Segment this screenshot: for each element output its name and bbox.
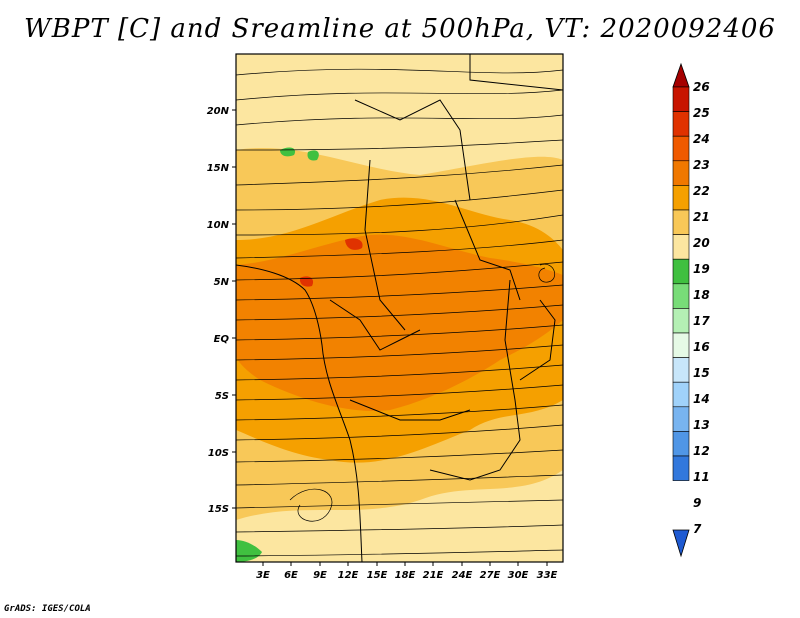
colorbar-label-26: 26 bbox=[693, 80, 710, 94]
colorbar-label-24: 24 bbox=[693, 132, 710, 146]
lon-axis: 3E 6E 9E 12E 15E 18E 21E 24E 27E 30E 33E bbox=[256, 562, 558, 581]
colorbar-segment bbox=[672, 406, 690, 432]
colorbar-label-17: 17 bbox=[693, 314, 710, 328]
boundaries bbox=[236, 54, 563, 562]
lon-label-9e: 9E bbox=[313, 570, 327, 581]
colorbar-segment bbox=[672, 283, 690, 309]
lat-label-5n: 5N bbox=[214, 277, 230, 288]
colorbar-label-18: 18 bbox=[693, 288, 710, 302]
colorbar-label-20: 20 bbox=[693, 236, 710, 250]
map-frame bbox=[235, 53, 564, 563]
map-panel bbox=[236, 54, 563, 562]
colorbar-label-9: 9 bbox=[693, 496, 701, 510]
colorbar-segment bbox=[672, 258, 690, 285]
lat-label-20n: 20N bbox=[207, 106, 230, 117]
colorbar-label-14: 14 bbox=[693, 392, 710, 406]
lon-label-6e: 6E bbox=[284, 570, 298, 581]
lon-label-3e: 3E bbox=[256, 570, 270, 581]
colorbar-label-7: 7 bbox=[693, 522, 702, 536]
wbpt-23-spot-2 bbox=[299, 276, 314, 287]
colorbar-segment bbox=[672, 135, 690, 162]
colorbar-segment bbox=[672, 381, 690, 408]
lat-axis: 20N 15N 10N 5N EQ 5S 10S 15S bbox=[207, 106, 236, 515]
colorbar-segment bbox=[672, 455, 690, 481]
colorbar-segment bbox=[672, 431, 690, 457]
lon-label-21e: 21E bbox=[423, 570, 444, 581]
colorbar-labels: 26 25 24 23 22 21 20 19 18 17 16 15 14 1… bbox=[693, 80, 710, 536]
colorbar-segment bbox=[672, 86, 690, 112]
colorbar-segment bbox=[672, 209, 690, 235]
lon-label-27e: 27E bbox=[480, 570, 501, 581]
wbpt-17-spot-2 bbox=[307, 150, 319, 161]
colorbar: 26 25 24 23 22 21 20 19 18 17 16 15 14 1… bbox=[672, 62, 710, 558]
streamlines bbox=[236, 68, 563, 557]
colorbar-label-12: 12 bbox=[693, 444, 710, 458]
lon-label-30e: 30E bbox=[508, 570, 529, 581]
wbpt-17-region bbox=[236, 540, 262, 562]
lon-label-33e: 33E bbox=[537, 570, 558, 581]
colorbar-label-25: 25 bbox=[693, 106, 710, 120]
colorbar-label-15: 15 bbox=[693, 366, 710, 380]
colorbar-segment bbox=[672, 160, 690, 186]
colorbar-segment bbox=[672, 308, 690, 334]
colorbar-segment bbox=[672, 234, 690, 260]
colorbar-top-arrow bbox=[672, 62, 690, 88]
lon-label-24e: 24E bbox=[452, 570, 473, 581]
lat-label-10n: 10N bbox=[207, 220, 230, 231]
colorbar-label-23: 23 bbox=[693, 158, 710, 172]
lat-label-10s: 10S bbox=[208, 448, 229, 459]
colorbar-label-13: 13 bbox=[693, 418, 710, 432]
colorbar-segment bbox=[672, 111, 690, 137]
colorbar-label-22: 22 bbox=[693, 184, 710, 198]
colorbar-bottom-arrow bbox=[672, 529, 690, 558]
grads-credit: GrADS: IGES/COLA bbox=[4, 604, 91, 614]
colorbar-label-19: 19 bbox=[693, 262, 710, 276]
lat-label-5s: 5S bbox=[215, 391, 229, 402]
colorbar-segment bbox=[672, 357, 690, 383]
chart-title: WBPT [C] and Sreamline at 500hPa, VT: 20… bbox=[24, 14, 776, 44]
colorbar-segments bbox=[672, 86, 690, 481]
lon-label-15e: 15E bbox=[367, 570, 388, 581]
colorbar-label-16: 16 bbox=[693, 340, 710, 354]
lon-label-12e: 12E bbox=[338, 570, 359, 581]
colorbar-segment bbox=[672, 332, 690, 358]
lat-label-15s: 15S bbox=[208, 504, 229, 515]
colorbar-label-21: 21 bbox=[693, 210, 710, 224]
lat-label-15n: 15N bbox=[207, 163, 230, 174]
colorbar-segment bbox=[672, 185, 690, 211]
colorbar-label-11: 11 bbox=[693, 470, 710, 484]
wbpt-23-spot bbox=[345, 238, 363, 250]
lon-label-18e: 18E bbox=[395, 570, 416, 581]
lat-label-eq: EQ bbox=[214, 334, 230, 345]
